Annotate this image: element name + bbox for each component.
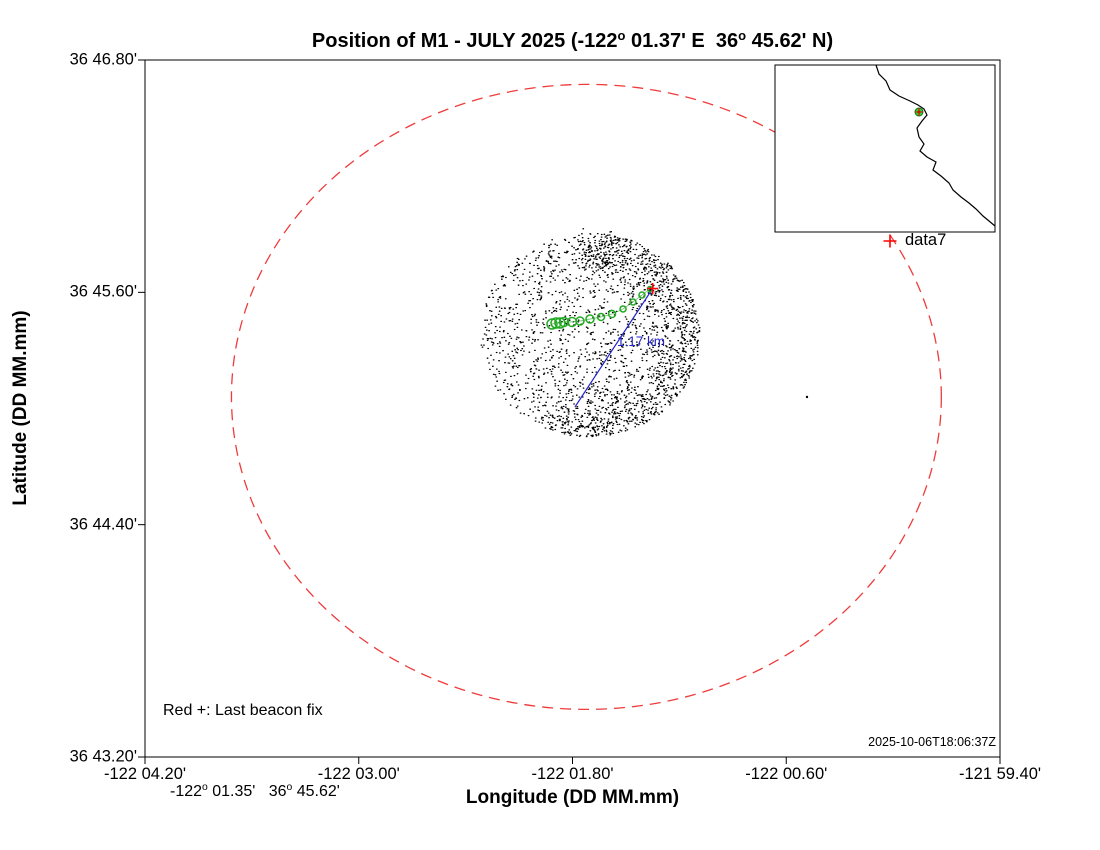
x-tick-label: -122 04.20' [103, 765, 187, 783]
drift-track-marker [585, 314, 595, 324]
watch-circle-ellipse [230, 83, 942, 711]
beacon-note-line2: -122o 01.35' 36o 45.62' [170, 782, 340, 800]
beacon-note-line1: Red +: Last beacon fix [163, 702, 323, 719]
drift-track-marker [619, 305, 627, 313]
drift-track-marker [638, 291, 646, 299]
y-tick-label: 36 44.40' [69, 515, 137, 534]
distance-label: 1.17 km [617, 334, 666, 349]
y-tick-label: 36 45.60' [69, 282, 137, 301]
plot-title: Position of M1 - JULY 2025 (-122o 01.37'… [311, 27, 834, 52]
inset-fix-plus-icon [915, 108, 923, 116]
drift-track-marker [607, 309, 617, 319]
x-tick-label: -122 03.00' [317, 765, 400, 783]
last-beacon-fix-marker [647, 283, 659, 294]
inset-map-box [774, 64, 996, 233]
y-axis-label: Latitude (DD MM.mm) [10, 310, 31, 506]
x-axis-label: Longitude (DD MM.mm) [465, 787, 680, 808]
outlier-point [805, 395, 809, 399]
legend: data7 [882, 231, 946, 250]
x-tick-label: -122 01.80' [531, 765, 614, 783]
beacon-distance-line [574, 288, 654, 408]
x-tick-label: -122 00.60' [745, 765, 828, 783]
drift-track-marker [629, 298, 637, 306]
y-tick-label: 36 43.20' [69, 747, 137, 766]
drift-track-marker [550, 317, 562, 329]
legend-label: data7 [905, 231, 947, 249]
y-tick-label: 36 46.80' [69, 50, 137, 69]
timestamp: 2025-10-06T18:06:37Z [868, 735, 996, 749]
drift-track-marker [554, 317, 566, 329]
beacon-note: Red +: Last beacon fix -122o 01.35' 36o … [163, 643, 382, 850]
gps-scatter-cloud [480, 228, 701, 438]
drift-track-marker [558, 316, 570, 328]
drift-track-marker [596, 312, 606, 322]
x-tick-label: -121 59.40' [958, 765, 1042, 783]
inset-coastline [875, 64, 996, 227]
drift-track-marker [575, 316, 585, 326]
legend-plus-icon [883, 234, 897, 247]
